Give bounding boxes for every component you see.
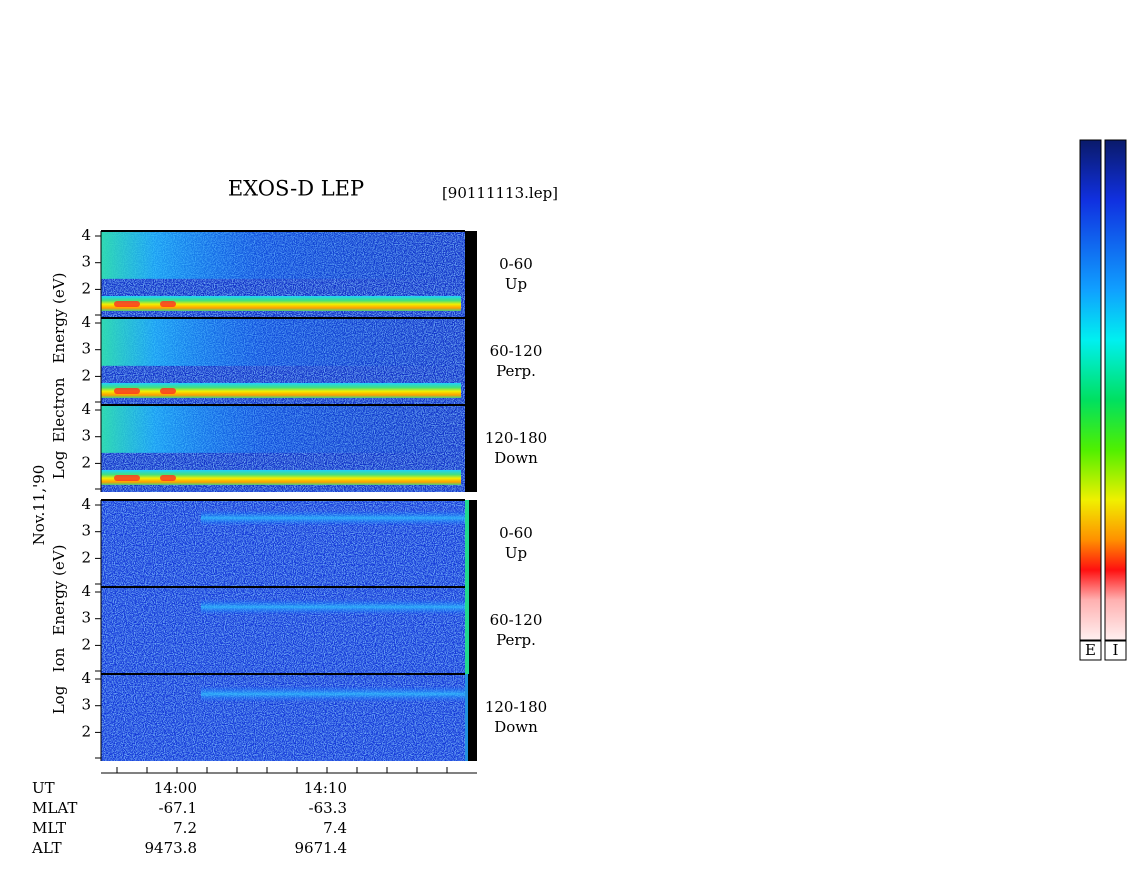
colorbar [1079, 139, 1102, 641]
side-strip [465, 231, 477, 318]
colorbar-label: E [1085, 641, 1096, 659]
spectrogram-band [101, 296, 461, 311]
y-tick-label: 3 [81, 522, 91, 540]
side-strip [465, 318, 477, 405]
title: EXOS-D LEP [228, 177, 364, 201]
footer-value: 14:10 [304, 779, 347, 797]
colorbar [1104, 139, 1127, 641]
y-tick-label: 3 [81, 427, 91, 445]
footer-value: 9671.4 [295, 839, 348, 857]
y-tick-label: 2 [81, 453, 91, 471]
side-strip-color [465, 674, 468, 761]
panel-direction: Down [494, 718, 538, 736]
panel-direction: Up [505, 275, 527, 293]
date: Nov.11,'90 [30, 465, 48, 546]
panel-range: 120-180 [485, 429, 547, 447]
spectrogram-peak [160, 388, 176, 394]
spectrogram-haze [101, 405, 465, 453]
y-tick-label: 2 [81, 635, 91, 653]
panel-direction: Down [494, 449, 538, 467]
footer-label: UT [32, 779, 55, 797]
y-tick-label: 4 [81, 313, 91, 331]
spectrogram-peak [114, 301, 140, 307]
colorbar-label-box [1104, 640, 1127, 661]
footer-label: MLAT [32, 799, 77, 817]
spectrogram-band [101, 383, 461, 398]
footer-value: -67.1 [159, 799, 197, 817]
footer-value: 14:00 [154, 779, 197, 797]
axis-label: Energy (eV) [50, 273, 68, 364]
spectrogram-band [201, 510, 465, 526]
axis-label: Ion [50, 647, 68, 672]
panel-direction: Perp. [496, 631, 536, 649]
y-tick-label: 2 [81, 722, 91, 740]
footer-value: -63.3 [309, 799, 347, 817]
spectrogram-band [201, 599, 465, 615]
y-tick-label: 3 [81, 609, 91, 627]
side-strip-color [465, 587, 469, 674]
panel-direction: Perp. [496, 362, 536, 380]
y-tick-label: 2 [81, 366, 91, 384]
footer-value: 7.2 [173, 819, 197, 837]
spectrogram-peak [160, 475, 176, 481]
y-tick-label: 2 [81, 548, 91, 566]
file-name: [90111113.lep] [442, 184, 558, 202]
axis-label: Electron [50, 377, 68, 442]
axis-label: Log [50, 685, 68, 714]
panel-range: 0-60 [499, 524, 533, 542]
y-tick-label: 4 [81, 400, 91, 418]
y-tick-label: 4 [81, 669, 91, 687]
footer-value: 9473.8 [145, 839, 198, 857]
side-strip-color [465, 500, 469, 587]
spectrogram-band [201, 686, 465, 702]
axis-label: Log [50, 450, 68, 479]
y-tick-label: 4 [81, 495, 91, 513]
footer-label: ALT [31, 839, 62, 857]
y-tick-label: 3 [81, 696, 91, 714]
y-tick-label: 3 [81, 340, 91, 358]
footer-label: MLT [32, 819, 66, 837]
footer-value: 7.4 [323, 819, 347, 837]
side-strip [465, 405, 477, 492]
spectrogram-haze [101, 318, 465, 366]
panel-range: 0-60 [499, 255, 533, 273]
axis-label: Energy (eV) [50, 545, 68, 636]
y-tick-label: 4 [81, 582, 91, 600]
colorbar-label-box [1079, 640, 1102, 661]
spectrogram-peak [160, 301, 176, 307]
spectrogram-peak [114, 388, 140, 394]
colorbar-label: I [1113, 641, 1119, 659]
panel-range: 120-180 [485, 698, 547, 716]
spectrogram-haze [101, 231, 465, 279]
y-tick-label: 3 [81, 253, 91, 271]
spectrogram-peak [114, 475, 140, 481]
panel-range: 60-120 [490, 342, 543, 360]
panel-range: 60-120 [490, 611, 543, 629]
y-tick-label: 2 [81, 279, 91, 297]
spectrogram-band [101, 470, 461, 485]
y-tick-label: 4 [81, 226, 91, 244]
panel-direction: Up [505, 544, 527, 562]
